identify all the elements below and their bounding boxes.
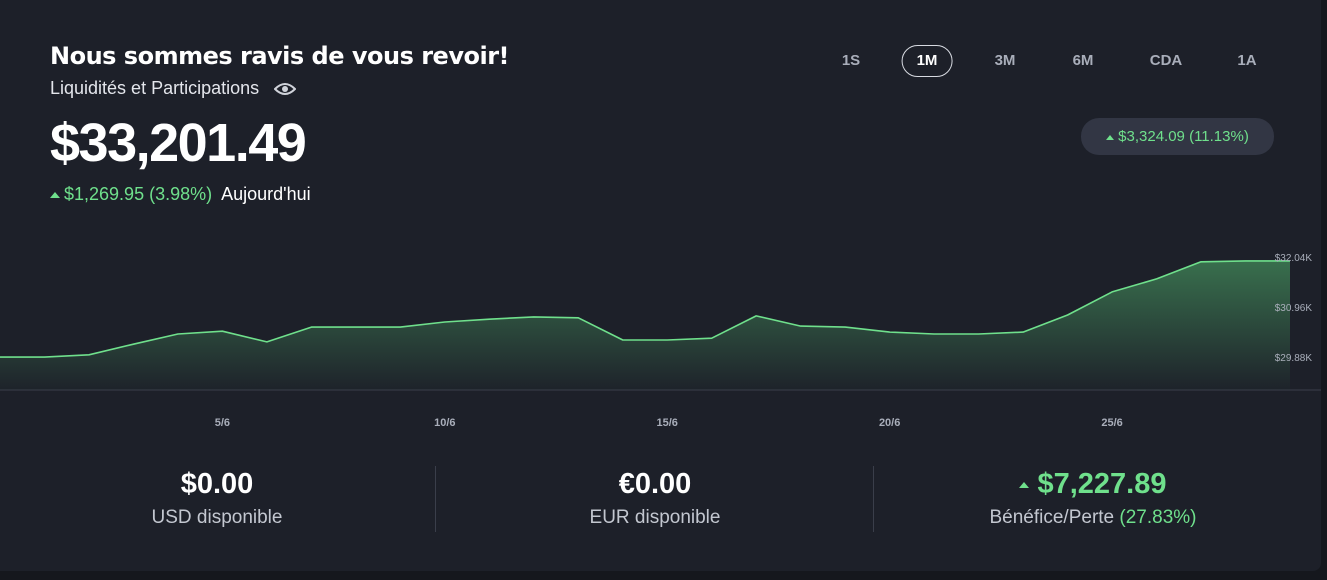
stat-label: USD disponible: [67, 507, 367, 529]
stat-percent: (27.83%): [1119, 507, 1197, 528]
stat-label: EUR disponible: [505, 507, 805, 529]
stat-value-text: $7,227.89: [1037, 468, 1167, 500]
stat-value: $0.00: [67, 468, 367, 501]
greeting: Nous sommes ravis de vous revoir!: [50, 42, 509, 70]
stat-label-text: USD disponible: [151, 507, 283, 528]
period-button[interactable]: 1S: [841, 52, 861, 69]
area-fill: [0, 260, 1290, 390]
period-button[interactable]: 1M: [901, 45, 953, 77]
stat-label-text: EUR disponible: [589, 507, 721, 528]
up-icon: [1019, 482, 1030, 489]
x-tick-label: 15/6: [657, 417, 678, 429]
stat: €0.00 EUR disponible: [505, 468, 805, 529]
stat-value-text: $0.00: [180, 468, 254, 500]
subtitle: Liquidités et Participations: [50, 78, 297, 99]
x-tick-label: 10/6: [434, 417, 455, 429]
stat-value: $7,227.89: [943, 468, 1243, 501]
stat: $0.00 USD disponible: [67, 468, 367, 529]
eye-icon[interactable]: [273, 81, 297, 97]
y-tick-label: $30.96K: [1275, 303, 1313, 314]
period-button[interactable]: CDA: [1149, 52, 1183, 69]
y-tick-label: $29.88K: [1275, 353, 1313, 364]
stat-value-text: €0.00: [618, 468, 692, 500]
stat: $7,227.89 Bénéfice/Perte (27.83%): [943, 468, 1243, 529]
x-tick-label: 25/6: [1101, 417, 1122, 429]
stat-label-text: Bénéfice/Perte: [989, 507, 1115, 528]
chart: $29.88K $30.96K $32.04K 5/6 10/6 15/6 20/6 25/6: [0, 253, 1321, 429]
period-change-value: $3,324.09 (11.13%): [1118, 128, 1249, 145]
change-period: Aujourd'hui: [221, 184, 311, 204]
period-change: $3,324.09 (11.13%): [1081, 118, 1274, 155]
daily-change: $1,269.95 (3.98%) Aujourd'hui: [50, 184, 311, 205]
y-tick-label: $32.04K: [1275, 253, 1313, 264]
x-tick-label: 5/6: [215, 417, 230, 429]
separator: [873, 466, 874, 532]
stat-label: Bénéfice/Perte (27.83%): [943, 507, 1243, 529]
line: [0, 260, 1290, 358]
separator: [435, 466, 436, 532]
balance: $33,201.49: [50, 113, 307, 173]
period-button[interactable]: 6M: [1072, 52, 1094, 69]
x-tick-label: 20/6: [879, 417, 900, 429]
stat-value: €0.00: [505, 468, 805, 501]
period-button[interactable]: 1A: [1237, 52, 1257, 69]
change-value: $1,269.95 (3.98%): [64, 184, 213, 204]
subtitle-text: Liquidités et Participations: [50, 78, 260, 98]
period-button[interactable]: 3M: [994, 52, 1016, 69]
